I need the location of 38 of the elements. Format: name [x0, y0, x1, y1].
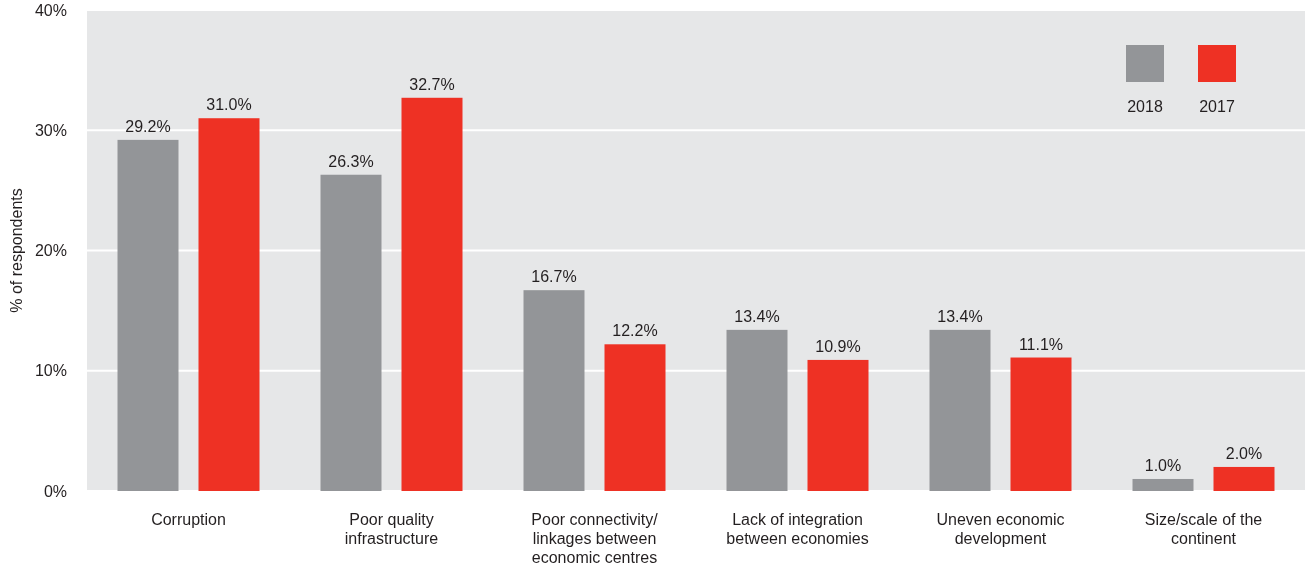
data-label: 16.7% [531, 268, 577, 286]
x-tick-label: Lack of integration between economies [726, 511, 869, 547]
data-label: 12.2% [612, 322, 658, 340]
x-tick-label: Poor quality infrastructure [344, 511, 439, 547]
data-label: 13.4% [937, 307, 983, 325]
x-tick-label: Uneven economic development [936, 511, 1065, 547]
bar [726, 329, 788, 491]
x-tick-label: Poor connectivity/linkages between economic centres [531, 511, 659, 566]
data-label: 1.0% [1144, 456, 1182, 474]
data-label: 31.0% [206, 96, 252, 114]
bar [117, 139, 179, 491]
bar [929, 329, 991, 491]
bar [604, 344, 666, 491]
data-label: 26.3% [328, 152, 374, 170]
legend-label: 2017 [1199, 98, 1235, 115]
bar [1132, 478, 1194, 491]
bar [1010, 357, 1072, 491]
x-tick-label: Corruption [151, 511, 226, 528]
y-tick-label: 20% [34, 242, 67, 260]
bar [198, 118, 260, 491]
x-tick-label: Size/scale of the continent [1144, 511, 1263, 547]
bar [807, 359, 869, 491]
bar [401, 97, 463, 491]
y-tick-label: 0% [43, 482, 67, 500]
data-label: 32.7% [409, 75, 455, 93]
data-label: 11.1% [1018, 335, 1064, 353]
y-tick-label: 30% [34, 121, 67, 139]
data-label: 13.4% [734, 307, 780, 325]
y-axis-title: % of respondents [8, 188, 25, 313]
data-label: 29.2% [125, 117, 171, 135]
data-label: 2.0% [1225, 444, 1263, 462]
y-tick-label: 10% [34, 362, 67, 380]
y-tick-label: 40% [34, 1, 67, 19]
data-label: 10.9% [815, 337, 861, 355]
bar [320, 174, 382, 491]
legend-label: 2018 [1127, 98, 1163, 115]
bar [1213, 466, 1275, 491]
bar [523, 290, 585, 491]
